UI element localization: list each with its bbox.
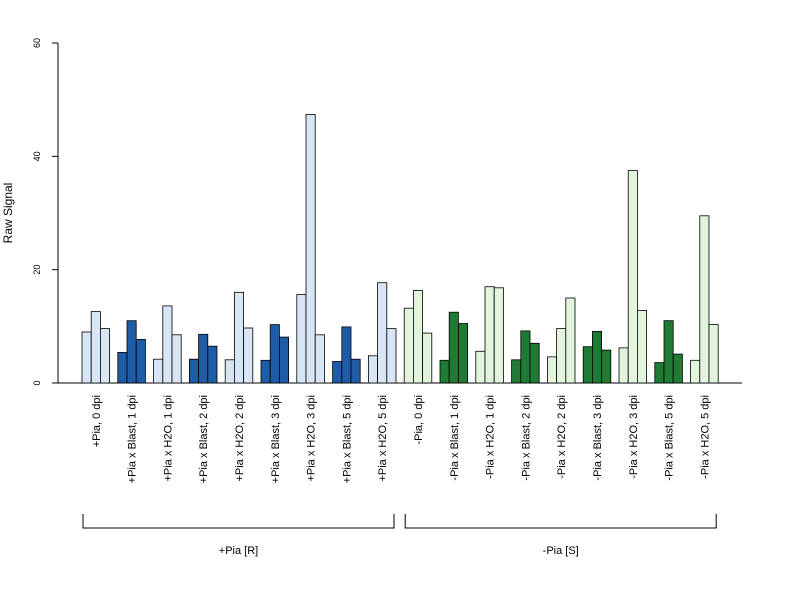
bar [171,334,182,384]
x-tick-label: -Pia, 0 dpi [413,395,425,445]
bar [350,358,361,384]
bar [233,291,244,384]
bar [582,346,593,384]
bar [403,307,414,384]
bar [672,353,683,384]
bar [162,305,173,384]
bar [377,282,388,384]
x-tick-label: -Pia x Blast, 3 dpi [592,395,604,481]
y-tick-label: 20 [32,265,42,275]
x-tick-label: +Pia x Blast, 5 dpi [341,395,353,483]
bar [100,328,111,384]
bar [511,359,522,384]
y-tick-label: 40 [32,151,42,161]
bar [592,330,603,384]
bar [565,297,576,384]
bar [224,359,235,384]
x-tick-label: +Pia x Blast, 1 dpi [127,395,139,483]
x-tick-label: -Pia x H2O, 3 dpi [628,395,640,479]
x-tick-label: +Pia x H2O, 3 dpi [306,395,318,482]
x-tick-label: -Pia x H2O, 1 dpi [485,395,497,479]
bar [81,331,92,384]
bar [260,359,271,384]
bar [556,328,567,384]
bar [386,328,397,384]
bar [278,336,289,384]
group-label: +Pia [R] [219,545,258,557]
group-bracket [404,514,717,529]
bar [699,215,710,384]
y-tick-label: 0 [32,380,42,385]
group-bracket [82,514,395,529]
bar [529,342,540,384]
bar [663,320,674,384]
bar [484,286,495,384]
bar [341,326,352,384]
x-tick-label: +Pia x H2O, 5 dpi [377,395,389,482]
bars [81,114,719,384]
y-axis-title: Raw Signal [1,183,15,244]
bar [654,362,665,384]
bar [188,358,199,384]
bar [269,324,280,384]
bar [90,311,101,384]
y-tick-label: 60 [32,38,42,48]
bar [601,349,612,384]
bar [520,330,531,384]
bar [314,334,325,384]
x-tick-label: -Pia x H2O, 2 dpi [556,395,568,479]
bar [243,327,254,384]
bar [475,350,486,384]
bar [135,338,146,384]
bar [422,332,433,384]
bar [198,333,209,384]
bar [412,290,423,384]
bar [207,345,218,384]
bar [547,356,558,384]
x-tick-label: -Pia x Blast, 2 dpi [520,395,532,481]
bar [305,114,316,384]
group-brackets: +Pia [R] -Pia [S] [82,514,717,557]
bar [448,311,459,384]
bar [457,323,468,384]
x-tick-label: +Pia x Blast, 3 dpi [270,395,282,483]
group-label: -Pia [S] [543,545,579,557]
bar [708,324,719,384]
bar [117,351,128,384]
bar [493,287,504,384]
category-labels: +Pia, 0 dpi +Pia x Blast, 1 dpi +Pia x H2O… [91,395,712,483]
x-tick-label: +Pia x Blast, 2 dpi [198,395,210,483]
x-tick-label: +Pia x H2O, 2 dpi [234,395,246,482]
bar [332,361,343,384]
bar [618,347,629,384]
bar [637,310,648,384]
bar [690,359,701,384]
x-tick-label: +Pia x H2O, 1 dpi [162,395,174,482]
bar [126,320,137,384]
bar [439,359,450,384]
bar [367,355,378,384]
bar [627,170,638,384]
bar [153,358,164,384]
x-tick-label: -Pia x Blast, 1 dpi [449,395,461,481]
x-tick-label: -Pia x H2O, 5 dpi [699,395,711,479]
bar [296,294,307,384]
x-tick-label: +Pia, 0 dpi [91,395,103,447]
x-tick-label: -Pia x Blast, 5 dpi [664,395,676,481]
